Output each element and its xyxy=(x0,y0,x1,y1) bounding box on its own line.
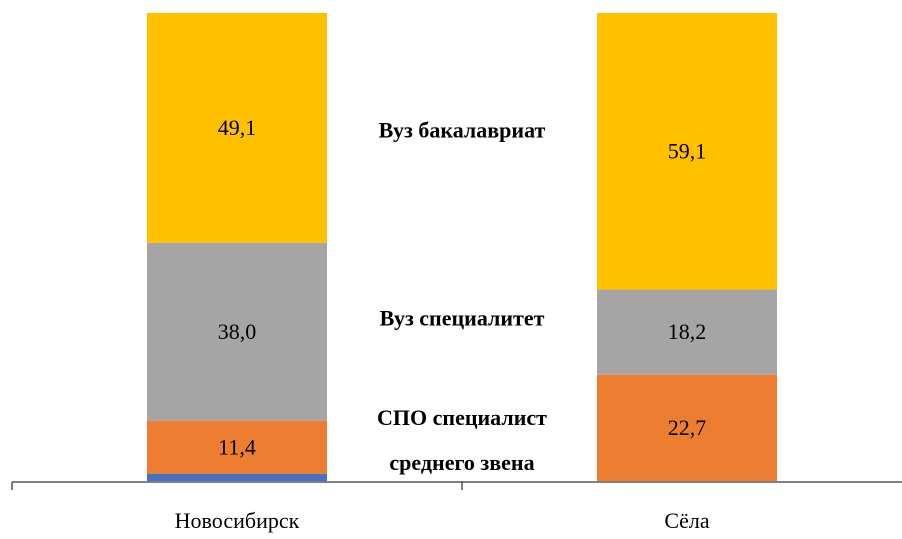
bar-segment xyxy=(147,420,327,474)
x-tick-label: Сёла xyxy=(664,508,709,533)
series-label: Вуз бакалавриат xyxy=(378,117,546,143)
bar-segment xyxy=(147,473,327,481)
data-label: 38,0 xyxy=(218,319,257,344)
data-label: 59,1 xyxy=(668,138,707,163)
bar-segment xyxy=(147,242,327,421)
series-label: Вуз специалитет xyxy=(379,305,545,331)
bar-segment xyxy=(597,289,777,375)
bar-segment xyxy=(597,13,777,290)
x-tick-label: Новосибирск xyxy=(175,508,300,533)
data-label: 11,4 xyxy=(218,434,256,459)
bar-segment xyxy=(147,13,327,243)
bar-segment xyxy=(597,374,777,481)
data-label: 49,1 xyxy=(218,115,257,140)
data-label: 18,2 xyxy=(668,319,707,344)
data-label: 22,7 xyxy=(668,415,707,440)
series-label: СПО специалист среднего звена xyxy=(377,405,547,475)
